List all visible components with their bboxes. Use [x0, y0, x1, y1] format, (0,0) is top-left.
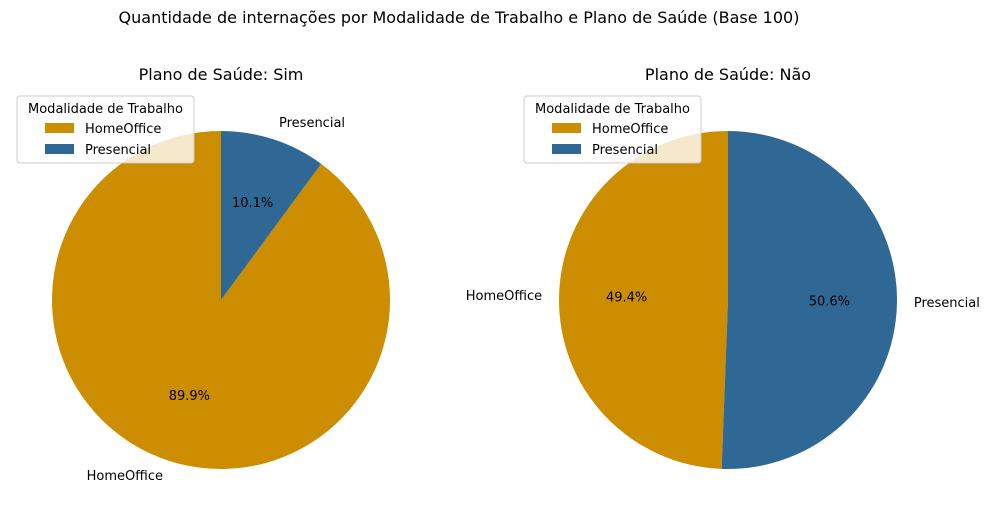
slice-percent-homeoffice: 89.9%: [169, 389, 210, 404]
pie-title: Plano de Saúde: Sim: [139, 65, 304, 84]
pie-title: Plano de Saúde: Não: [645, 65, 811, 84]
slice-percent-presencial: 10.1%: [232, 196, 273, 211]
slice-label-homeoffice: HomeOffice: [87, 469, 163, 484]
pie-labels: HomeOffice 89.9% Presencial 10.1%: [87, 116, 345, 484]
pie-slice-presencial: [721, 131, 897, 469]
slice-percent-presencial: 50.6%: [809, 294, 850, 309]
slice-label-homeoffice: HomeOffice: [466, 289, 542, 304]
pie-chart-plano-nao: Plano de Saúde: Não HomeOffice 49.4% Prese…: [466, 65, 980, 469]
legend-swatch-presencial: [552, 144, 581, 154]
legend-swatch-homeoffice: [45, 123, 74, 133]
legend-swatch-presencial: [45, 144, 74, 154]
legend-label-homeoffice: HomeOffice: [85, 122, 161, 137]
slice-label-presencial: Presencial: [279, 116, 345, 131]
legend-swatch-homeoffice: [552, 123, 581, 133]
pie-legend: Modalidade de Trabalho HomeOffice Presen…: [523, 95, 702, 164]
pie-labels: HomeOffice 49.4% Presencial 50.6%: [466, 289, 980, 311]
pie-chart-plano-sim: Plano de Saúde: Sim HomeOffice 89.9% Prese…: [16, 65, 390, 484]
slice-label-presencial: Presencial: [914, 296, 980, 311]
slice-percent-homeoffice: 49.4%: [606, 291, 647, 306]
pie-slices: [52, 131, 390, 469]
pie-legend: Modalidade de Trabalho HomeOffice Presen…: [16, 95, 195, 164]
pie-slices: [559, 131, 897, 469]
legend-label-presencial: Presencial: [85, 143, 151, 158]
figure-suptitle: Quantidade de internações por Modalidade…: [119, 8, 800, 27]
legend-label-homeoffice: HomeOffice: [592, 122, 668, 137]
legend-label-presencial: Presencial: [592, 143, 658, 158]
legend-title: Modalidade de Trabalho: [535, 102, 690, 117]
pie-slice-presencial: [221, 131, 322, 300]
pie-slice-homeoffice: [559, 131, 728, 469]
legend-title: Modalidade de Trabalho: [28, 102, 183, 117]
